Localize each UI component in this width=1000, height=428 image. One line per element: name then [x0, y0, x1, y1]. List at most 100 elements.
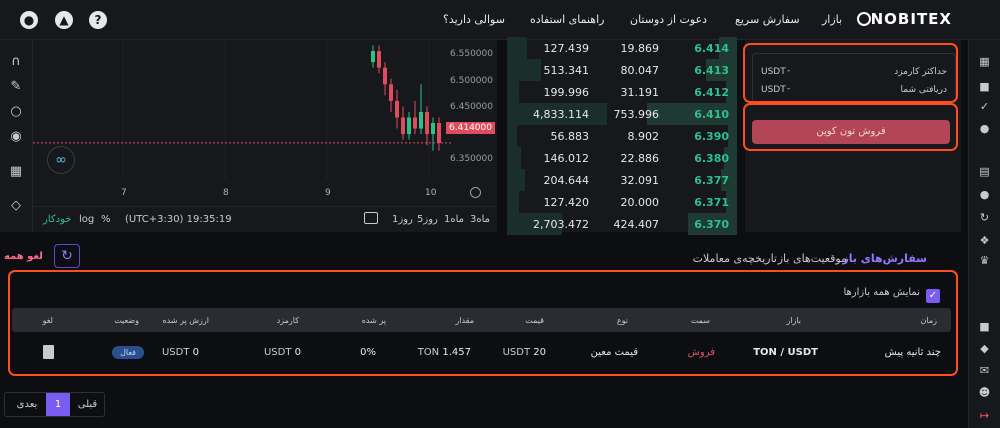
help-icon[interactable]: ?	[89, 11, 107, 29]
orderbook-row[interactable]: 204.644 32.091 6.377	[507, 169, 737, 191]
share-icon[interactable]: ❖	[979, 234, 990, 247]
next-page-button[interactable]: بعدی	[16, 399, 38, 410]
cumulative-bar	[507, 169, 525, 191]
depth-bar	[706, 59, 737, 81]
col-time: زمان	[920, 316, 937, 325]
orderbook-amount: 19.869	[620, 42, 660, 55]
sell-ton-button[interactable]: فروش تون کوین	[752, 120, 950, 144]
orderbook-row[interactable]: 199.996 31.191 6.412	[507, 81, 737, 103]
range-1d[interactable]: 1روز	[392, 214, 413, 225]
prev-page-button[interactable]: قبلی	[77, 399, 98, 410]
order-market[interactable]: TON / USDT	[753, 347, 818, 358]
depth-bar	[726, 81, 737, 103]
pencil-lock-icon[interactable]: ✎	[10, 79, 22, 94]
candle-body	[431, 123, 435, 135]
max-fee-label: حداکثر کارمزد	[894, 67, 947, 77]
orderbook-total: 127.420	[543, 196, 590, 209]
range-5d[interactable]: 5روز	[417, 214, 438, 225]
cumulative-bar	[507, 147, 521, 169]
candle-body	[383, 67, 387, 85]
layers-icon[interactable]: ◇	[11, 198, 21, 213]
checkbox-checked-icon[interactable]: ✓	[926, 289, 940, 303]
order-fee: USDT 0	[264, 347, 301, 358]
log-scale-toggle[interactable]: log	[79, 214, 95, 225]
price-chart[interactable]: 6.550000 6.500000 6.450000 6.350000 6.41…	[33, 40, 497, 232]
magnet-icon[interactable]: ∩	[11, 54, 21, 69]
orderbook-row[interactable]: 2,703.472 424.407 6.370	[507, 213, 737, 235]
price-tick: 6.500000	[450, 76, 493, 86]
orderbook-price: 6.371	[694, 196, 729, 209]
exchange-icon[interactable]: ●	[979, 188, 990, 201]
users-icon[interactable]: ☻	[978, 386, 991, 399]
unlock-icon[interactable]: ○	[10, 104, 22, 119]
orders-table-header: زمان بازار سمت نوع قیمت مقدار پر شده کار…	[12, 308, 951, 332]
orderbook-price: 6.414	[694, 42, 729, 55]
mail-icon[interactable]: ✉	[979, 364, 990, 377]
orderbook-price: 6.390	[694, 130, 729, 143]
orderbook-row[interactable]: 146.012 22.886 6.380	[507, 147, 737, 169]
candle-body	[413, 117, 417, 129]
price-value: 20	[533, 347, 546, 358]
fee-highlight	[743, 43, 958, 103]
depth-bar	[719, 37, 737, 59]
nav-invite[interactable]: دعوت از دوستان	[630, 13, 708, 26]
orderbook-price: 6.412	[694, 86, 729, 99]
security-icon[interactable]: ◆	[980, 342, 989, 355]
fee-unit: USDT	[263, 347, 292, 358]
orderbook-total: 513.341	[543, 64, 590, 77]
date-range-icon[interactable]	[364, 212, 378, 224]
trash-icon[interactable]: ▦	[9, 164, 23, 179]
cancel-all-button[interactable]: لغو همه	[4, 251, 43, 262]
right-sidebar: ▦ ■ ✓ ● ▤ ● ↻ ❖ ♛ ■ ◆ ✉ ☻ ↦	[968, 40, 1000, 428]
table-row: چند ثانیه پیش TON / USDT فروش قیمت معین …	[12, 340, 951, 368]
notification-icon[interactable]: ▲	[55, 11, 73, 29]
range-3m[interactable]: 3ماه	[470, 214, 491, 225]
show-all-markets[interactable]: نمایش همه بازارها ✓	[843, 287, 940, 303]
nobitex-logo[interactable]: NOBITEX	[851, 10, 952, 28]
percent-scale-toggle[interactable]: %	[101, 214, 111, 225]
orderbook-row[interactable]: 127.420 20.000 6.371	[507, 191, 737, 213]
compass-icon[interactable]: ●	[979, 122, 990, 135]
nav-market[interactable]: بازار	[822, 13, 843, 26]
col-price: قیمت	[525, 316, 544, 325]
dashboard-icon[interactable]: ▦	[979, 55, 990, 68]
eye-icon[interactable]: ◉	[10, 129, 22, 144]
orderbook-price: 6.377	[694, 174, 729, 187]
orderbook-total: 4,833.114	[533, 108, 589, 121]
chart-icon[interactable]: ↻	[979, 211, 990, 224]
auto-scale-toggle[interactable]: خودکار	[43, 214, 72, 225]
nav-help[interactable]: سوالی دارید؟	[443, 13, 505, 26]
nav-guide[interactable]: راهنمای استفاده	[530, 13, 605, 26]
receive-value: -	[787, 84, 791, 94]
report-icon[interactable]: ▤	[979, 165, 990, 178]
goto-realtime-icon[interactable]	[470, 187, 481, 198]
profile-icon[interactable]: ■	[979, 320, 990, 333]
max-fee-value: -	[787, 66, 791, 76]
tab-trade-history[interactable]: تاریخچه‌ی معاملات	[692, 252, 777, 265]
orderbook-total: 199.996	[543, 86, 590, 99]
trade-panel: حداکثر کارمزد - USDT دریافتی شما - USDT …	[745, 40, 961, 232]
range-1m[interactable]: 1ماه	[444, 214, 465, 225]
tab-open-positions[interactable]: موقعیت‌های باز	[777, 252, 847, 265]
receive-label: دریافتی شما	[900, 85, 947, 95]
orderbook-row[interactable]: 127.439 19.869 6.414	[507, 37, 737, 59]
tradingview-logo-icon[interactable]: ∞	[47, 146, 75, 174]
orderbook-row[interactable]: 513.341 80.047 6.413	[507, 59, 737, 81]
logout-icon[interactable]: ↦	[979, 409, 990, 422]
tab-open-orders[interactable]: سفارش‌های باز	[842, 252, 927, 265]
crown-icon[interactable]: ♛	[979, 254, 990, 267]
check-icon[interactable]: ✓	[979, 100, 990, 113]
orderbook-row[interactable]: 56.883 8.902 6.390	[507, 125, 737, 147]
trash-icon[interactable]	[43, 345, 54, 359]
x-tick: 9	[325, 188, 331, 198]
wallet-icon[interactable]: ■	[979, 80, 990, 93]
nav-quick-order[interactable]: سفارش سریع	[735, 13, 800, 26]
cumulative-bar	[507, 59, 541, 81]
col-side: سمت	[690, 316, 710, 325]
orderbook-row[interactable]: 4,833.114 753.996 6.410	[507, 103, 737, 125]
refresh-icon[interactable]: ↻	[54, 244, 80, 268]
page-1-button[interactable]: 1	[46, 393, 70, 416]
user-icon[interactable]: ●	[20, 11, 38, 29]
logo-text: NOBITEX	[870, 10, 952, 28]
